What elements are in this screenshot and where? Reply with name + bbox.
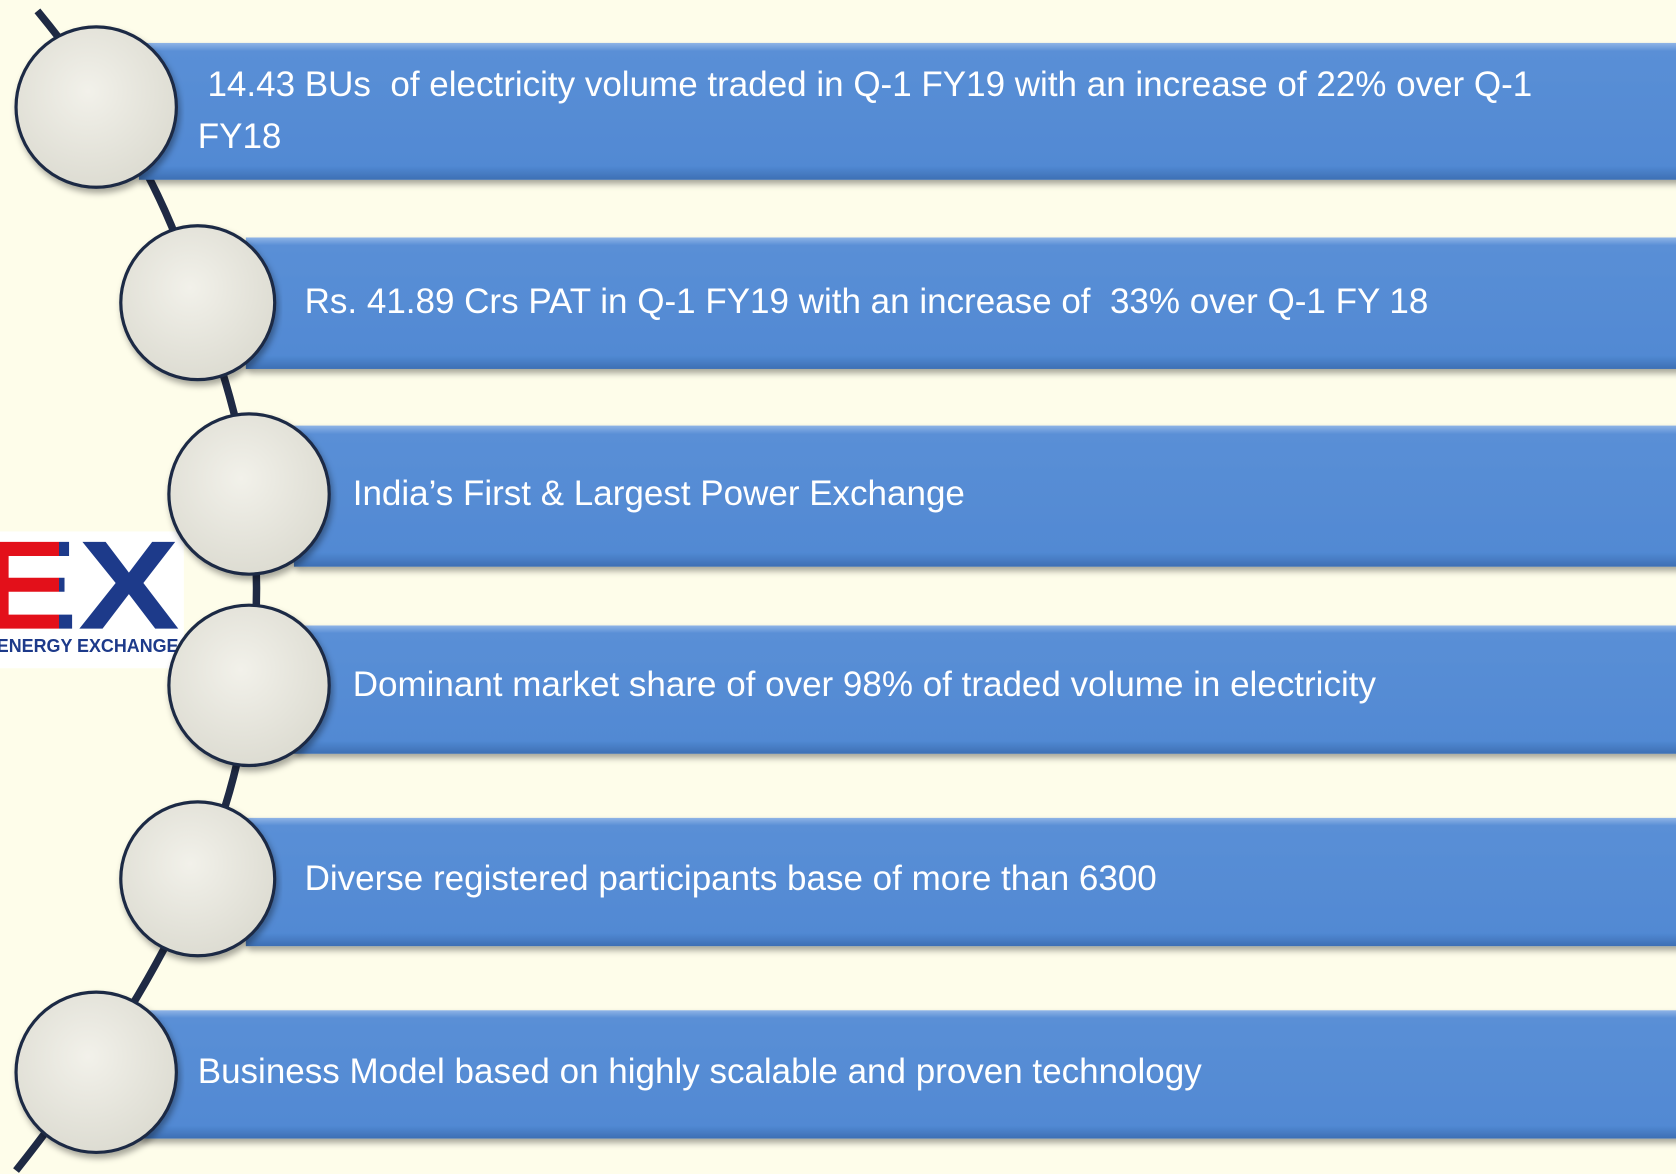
item-circle: [167, 603, 331, 768]
item-text: Business Model based on highly scalable …: [197, 1052, 1202, 1092]
item-circle: [14, 990, 178, 1155]
item-bar: [293, 425, 1676, 567]
item-text: Diverse registered participants base of …: [304, 858, 1157, 898]
item-bar: [138, 1010, 1676, 1139]
timeline-arc: [13, 8, 261, 1173]
logo-mark: EX: [0, 515, 180, 656]
item-text: India’s First & Largest Power Exchange: [352, 473, 965, 513]
logo-tagline: ENERGY EXCHANGE: [0, 636, 179, 656]
item-bar: [245, 817, 1676, 947]
item-text: Rs. 41.89 Crs PAT in Q-1 FY19 with an in…: [304, 282, 1429, 322]
item-circle: [119, 800, 277, 958]
logo-box: [0, 531, 184, 669]
item-bar: [245, 237, 1676, 369]
item-circle: [167, 412, 331, 576]
item-circle: [14, 25, 178, 189]
item-text: 14.43 BUs of electricity volume traded i…: [197, 65, 1542, 157]
item-bar: [293, 625, 1676, 754]
item-circle: [119, 224, 277, 382]
item-bar: [138, 42, 1676, 180]
item-text: Dominant market share of over 98% of tra…: [352, 665, 1376, 705]
